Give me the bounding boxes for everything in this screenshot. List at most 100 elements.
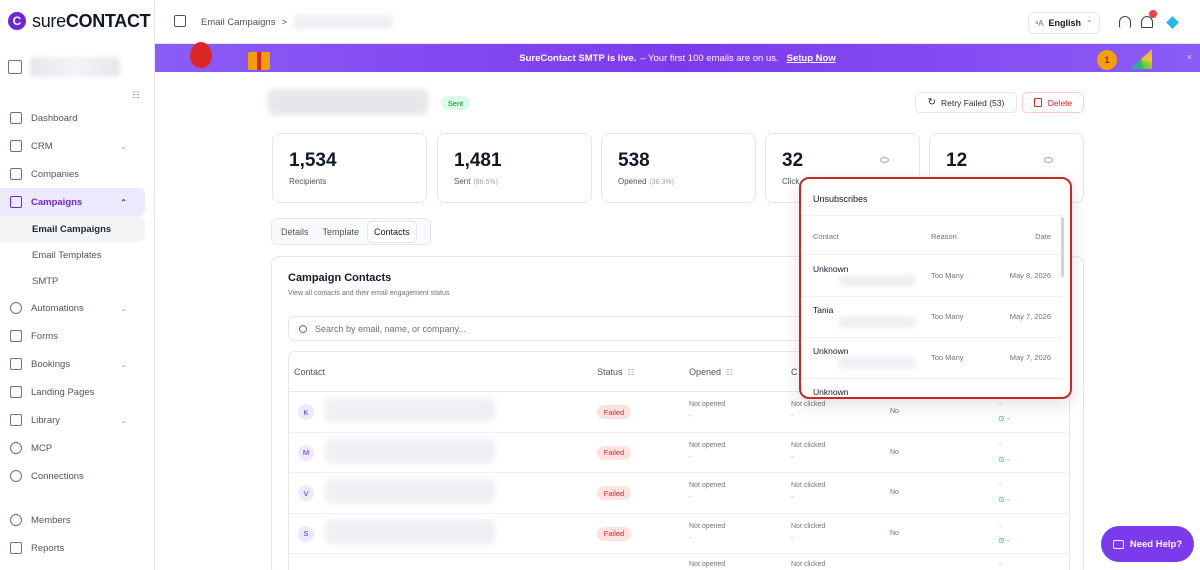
- sidebar-toggle-icon[interactable]: [174, 15, 186, 27]
- sidebar-item-dashboard[interactable]: Dashboard: [0, 104, 155, 132]
- contact-email-redacted: [839, 357, 915, 369]
- delete-button[interactable]: Delete: [1022, 92, 1084, 113]
- stat-label: Click: [782, 177, 799, 186]
- breadcrumb: Email Campaigns >: [201, 15, 394, 29]
- clicked-date: -: [791, 534, 794, 542]
- eye-icon[interactable]: [880, 157, 889, 163]
- clicked-status: Not clicked: [791, 561, 826, 568]
- check-circle-icon: ⊙ -: [998, 535, 1010, 545]
- diamond-icon[interactable]: [1166, 16, 1179, 29]
- chart-icon: [10, 542, 22, 554]
- sidebar-item-connections[interactable]: Connections: [0, 462, 155, 490]
- eye-icon[interactable]: [1044, 157, 1053, 163]
- campaign-tabs: Details Template Contacts: [271, 218, 431, 245]
- language-selector[interactable]: ᵃA English ⌃: [1028, 12, 1100, 34]
- headset-icon[interactable]: [1119, 16, 1131, 28]
- breadcrumb-email-campaigns[interactable]: Email Campaigns: [201, 16, 276, 28]
- filter-icon[interactable]: ☷: [726, 367, 734, 377]
- column-header-clicked[interactable]: C: [791, 367, 798, 377]
- stat-label-text: Sent: [454, 177, 471, 186]
- refresh-icon: ↻: [927, 97, 937, 108]
- sidebar-item-companies[interactable]: Companies: [0, 160, 155, 188]
- unsubscribed-value: No: [890, 408, 899, 415]
- table-row[interactable]: S Failed Not opened - Not clicked - No -…: [289, 514, 1069, 554]
- status-badge: Failed: [597, 405, 631, 419]
- breadcrumb-current-redacted: [293, 15, 394, 29]
- stat-label: Opened (36.3%): [618, 177, 674, 186]
- last-activity: -: [999, 441, 1002, 449]
- organization-switcher[interactable]: [8, 52, 147, 82]
- sidebar-item-mcp[interactable]: MCP: [0, 434, 155, 462]
- table-row[interactable]: M Failed Not opened - Not clicked - No -…: [289, 433, 1069, 473]
- popover-table-header: Contact Reason Date: [801, 215, 1063, 255]
- unsubscribes-popover: Unsubscribes Contact Reason Date Unknown…: [799, 177, 1072, 399]
- column-header-status[interactable]: Status ☷: [597, 367, 635, 377]
- stat-label-text: Recipients: [289, 177, 327, 186]
- sidebar-item-library[interactable]: Library ⌄: [0, 406, 155, 434]
- layout-icon: [10, 386, 22, 398]
- sidebar-item-members[interactable]: Members: [0, 506, 155, 534]
- sidebar-subitem-email-templates[interactable]: Email Templates: [32, 249, 102, 261]
- column-header-opened[interactable]: Opened ☷: [689, 367, 733, 377]
- setup-now-link[interactable]: Setup Now: [786, 52, 836, 64]
- contact-card-icon: [10, 140, 22, 152]
- opened-date: -: [689, 413, 692, 420]
- tab-details[interactable]: Details: [281, 226, 309, 237]
- sidebar-item-forms[interactable]: Forms: [0, 322, 155, 350]
- last-activity: -: [999, 401, 1002, 408]
- breadcrumb-separator-icon: >: [281, 16, 288, 28]
- opened-status: Not opened: [689, 482, 726, 489]
- balloon-icon: [190, 42, 212, 68]
- sidebar-item-automations[interactable]: Automations ⌄: [0, 294, 155, 322]
- clicked-status: Not clicked: [791, 522, 826, 530]
- app-logo[interactable]: C sureCONTACT: [8, 10, 151, 32]
- calendar-icon: [10, 358, 22, 370]
- contact-name: Tania: [813, 305, 834, 315]
- avatar: M: [298, 444, 314, 461]
- translate-icon: ᵃA: [1035, 18, 1044, 28]
- check-circle-icon: ⊙ -: [998, 414, 1010, 423]
- need-help-button[interactable]: Need Help?: [1101, 526, 1194, 562]
- logo-mark-icon: C: [8, 12, 26, 30]
- sidebar-subitem-email-campaigns[interactable]: Email Campaigns: [0, 216, 145, 242]
- sidebar-item-campaigns[interactable]: Campaigns ⌃: [0, 188, 145, 216]
- column-header-contact: Contact: [813, 232, 839, 241]
- avatar: V: [298, 485, 314, 501]
- sidebar-item-crm[interactable]: CRM ⌄: [0, 132, 155, 160]
- retry-failed-button[interactable]: ↻ Retry Failed (53): [915, 92, 1017, 113]
- logo-text-bold: CONTACT: [65, 10, 151, 31]
- contact-name: Unknown: [813, 387, 849, 397]
- megaphone-icon: [10, 196, 22, 208]
- table-row[interactable]: K Failed Not opened - Not clicked - No -…: [289, 392, 1069, 433]
- column-header-date: Date: [1035, 232, 1051, 241]
- check-circle-icon: ⊙ -: [998, 454, 1010, 464]
- close-icon[interactable]: ×: [1186, 52, 1192, 62]
- sidebar-item-landing-pages[interactable]: Landing Pages: [0, 378, 155, 406]
- unsubscribe-row[interactable]: Tania Too Many May 7, 2026: [801, 297, 1063, 338]
- stat-value: 538: [618, 150, 650, 171]
- unsubscribe-row[interactable]: Unknown Too Many May 7, 2026: [801, 338, 1063, 379]
- logo-text-light: sure: [32, 10, 66, 31]
- bell-icon[interactable]: [1141, 16, 1153, 28]
- sidebar-collapse-icon[interactable]: ☷: [132, 90, 141, 100]
- table-row[interactable]: Not opened Not clicked -: [289, 554, 1069, 570]
- search-input[interactable]: [315, 323, 915, 334]
- opened-date: -: [689, 494, 692, 501]
- sidebar-subitem-smtp[interactable]: SMTP: [32, 275, 59, 287]
- promo-banner: SureContact SMTP is live. – Your first 1…: [155, 42, 1200, 72]
- contact-name-redacted: [325, 398, 495, 422]
- tab-template[interactable]: Template: [322, 226, 360, 237]
- table-row[interactable]: V Failed Not opened - Not clicked - No -…: [289, 473, 1069, 514]
- tab-contacts[interactable]: Contacts: [367, 220, 417, 243]
- panel-subtitle: View all contacts and their email engage…: [288, 290, 450, 297]
- popover-scrollbar[interactable]: [1061, 217, 1064, 277]
- logo-text: sureCONTACT: [32, 10, 151, 32]
- chevron-down-icon: ⌄: [120, 415, 127, 425]
- opened-status: Not opened: [689, 561, 726, 568]
- sidebar-item-bookings[interactable]: Bookings ⌄: [0, 350, 155, 378]
- sidebar-item-reports[interactable]: Reports: [0, 534, 155, 562]
- unsubscribe-row[interactable]: Unknown Too Many May 8, 2026: [801, 256, 1063, 297]
- unsubscribe-row[interactable]: Unknown: [801, 379, 1063, 397]
- filter-icon[interactable]: ☷: [627, 367, 635, 377]
- column-header-contact[interactable]: Contact: [294, 367, 325, 377]
